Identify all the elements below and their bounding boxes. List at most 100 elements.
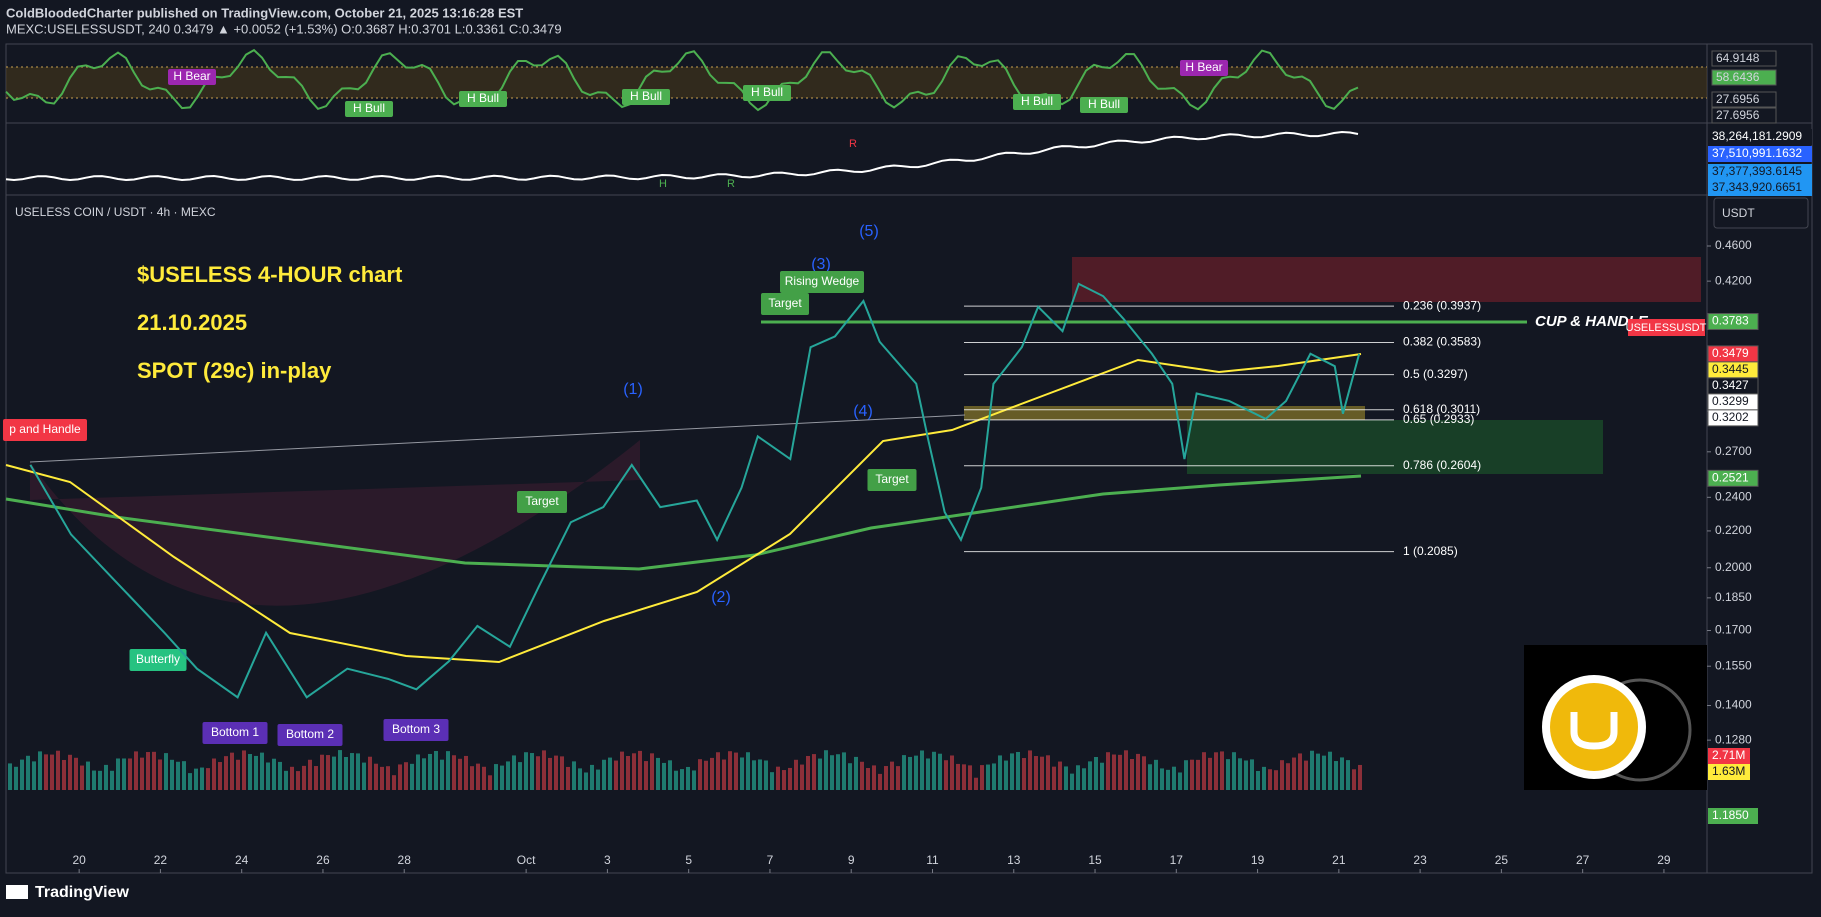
volume-bar <box>362 762 366 790</box>
volume-bar <box>1352 769 1356 790</box>
wave-label: (4) <box>853 403 873 420</box>
fib-label: 0.618 (0.3011) <box>1403 402 1480 416</box>
volume-bar <box>536 756 540 790</box>
volume-bar <box>530 753 534 790</box>
volume-bar <box>344 756 348 790</box>
volume-bar <box>1328 751 1332 790</box>
volume-bar <box>1142 756 1146 790</box>
note: SPOT (29c) in-play <box>137 358 332 383</box>
volume-bar <box>764 760 768 790</box>
chart-tag-bg <box>867 469 917 491</box>
volume-bar <box>74 757 78 790</box>
fib-label: 0.786 (0.2604) <box>1403 458 1481 472</box>
pattern-label: CUP & HANDLE <box>1535 313 1649 330</box>
volume-bar <box>110 770 114 790</box>
rsi-tag: H Bear <box>1185 60 1222 74</box>
volume-bar <box>638 750 642 790</box>
volume-bar <box>194 768 198 790</box>
fib-label: 1 (0.2085) <box>1403 544 1458 558</box>
volume-bar <box>506 761 510 790</box>
volume-bar <box>962 764 966 790</box>
chart-tag: Bottom 1 <box>211 725 259 739</box>
volume-bar <box>656 757 660 790</box>
volume-bar <box>884 766 888 790</box>
volume-bar <box>92 770 96 790</box>
x-tick-label: 19 <box>1251 853 1265 867</box>
obv-mark: R <box>727 178 735 190</box>
volume-bar <box>1346 760 1350 790</box>
volume-bar <box>758 759 762 790</box>
x-tick-label: 20 <box>72 853 86 867</box>
volume-bar <box>278 761 282 790</box>
volume-bar <box>752 760 756 790</box>
volume-bar <box>800 764 804 790</box>
volume-bar <box>608 757 612 790</box>
x-tick-label: 29 <box>1657 853 1671 867</box>
rsi-tag: H Bull <box>353 101 385 115</box>
volume-bar <box>956 763 960 790</box>
brand: TradingView <box>35 884 130 901</box>
volume-bar <box>554 755 558 790</box>
y-tick-label: 0.2700 <box>1715 444 1752 458</box>
volume-bar <box>560 756 564 790</box>
chart-tag: Butterfly <box>136 652 180 666</box>
volume-bar <box>1268 769 1272 790</box>
volume-bar <box>1130 758 1134 790</box>
volume-bar <box>1088 761 1092 790</box>
x-tick-label: 27 <box>1576 853 1590 867</box>
chart-tag: Bottom 2 <box>286 727 334 741</box>
volume-bar <box>524 752 528 790</box>
x-tick-label: 26 <box>316 853 330 867</box>
volume-bar <box>1262 766 1266 790</box>
symbol-tag-bg <box>1628 319 1705 336</box>
volume-bar <box>218 762 222 790</box>
volume-bar <box>518 762 522 790</box>
rsi-tag-bg <box>459 91 507 107</box>
rsi-tag-bg <box>743 85 791 101</box>
volume-bar <box>1184 760 1188 790</box>
volume-bar <box>272 758 276 790</box>
obv-axis-label: 37,377,393.6145 <box>1712 164 1802 178</box>
y-tick-label: 0.1700 <box>1715 623 1752 637</box>
volume-bar <box>590 764 594 790</box>
volume-bar <box>734 752 738 790</box>
volume-bar <box>452 755 456 790</box>
volume-bar <box>1052 766 1056 790</box>
volume-tag-bg <box>1708 748 1750 764</box>
volume-bar <box>428 753 432 790</box>
obv-line <box>5 130 1359 182</box>
x-tick-label: 25 <box>1495 853 1509 867</box>
volume-bar <box>158 759 162 790</box>
volume-bar <box>1076 765 1080 790</box>
brand-logo <box>6 885 28 899</box>
chart-tag-bg <box>129 649 187 671</box>
y-tick-label: 0.2200 <box>1715 523 1752 537</box>
price-tag-bg <box>1707 313 1759 331</box>
x-tick-label: 17 <box>1170 853 1184 867</box>
volume-bar <box>152 751 156 790</box>
volume-bar <box>1286 763 1290 790</box>
volume-bar <box>1238 758 1242 790</box>
price-tag-bg <box>1707 469 1759 487</box>
volume-bar <box>746 752 750 790</box>
volume-bar <box>62 759 66 790</box>
volume-bar <box>1196 759 1200 790</box>
y-tick-label: 0.2400 <box>1715 489 1752 503</box>
volume-bar <box>542 750 546 790</box>
volume-bar <box>1172 766 1176 790</box>
volume-bar <box>578 768 582 790</box>
volume-bar <box>950 755 954 790</box>
publisher: ColdBloodedCharter published on TradingV… <box>6 5 523 20</box>
rsi-tag: H Bull <box>630 89 662 103</box>
volume-bar <box>716 752 720 790</box>
volume-bar <box>1064 766 1068 790</box>
x-tick-label: 23 <box>1413 853 1427 867</box>
chart-tag: Target <box>875 472 909 486</box>
rsi-axis-label: 27.6956 <box>1716 108 1760 122</box>
x-tick-label: 24 <box>235 853 249 867</box>
volume-bar <box>254 755 258 790</box>
volume-bar <box>980 765 984 790</box>
volume-bar <box>1124 750 1128 790</box>
volume-bar <box>680 769 684 790</box>
